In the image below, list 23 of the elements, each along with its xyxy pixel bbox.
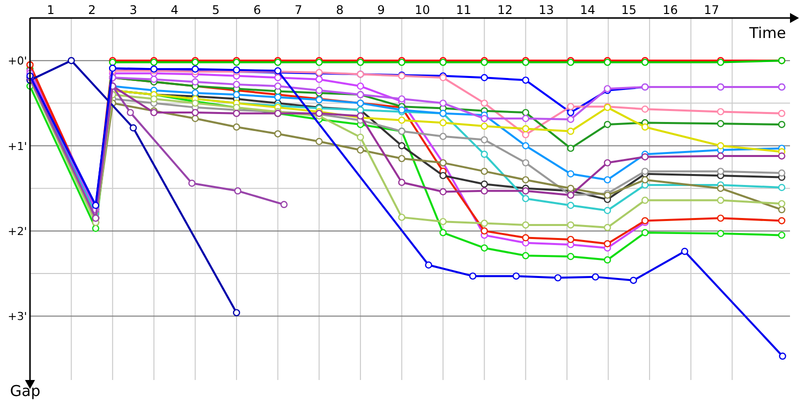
y-tick-label: +0' xyxy=(8,54,27,68)
x-tick-label: 4 xyxy=(170,3,178,17)
x-tick-label: 6 xyxy=(253,3,261,17)
x-tick-label: 5 xyxy=(212,3,220,17)
x-tick-label: 13 xyxy=(538,3,554,17)
x-tick-label: 7 xyxy=(294,3,302,17)
y-tick-label: +3' xyxy=(8,310,27,324)
y-axis-title: Gap xyxy=(10,382,40,400)
y-tick-label: +2' xyxy=(8,224,27,238)
x-tick-label: 3 xyxy=(129,3,138,17)
x-tick-label: 9 xyxy=(377,3,385,17)
x-tick-label: 12 xyxy=(497,3,513,17)
x-tick-label: 8 xyxy=(336,3,344,17)
x-tick-label: 17 xyxy=(704,3,720,17)
x-tick-label: 14 xyxy=(580,3,596,17)
y-tick-label: +1' xyxy=(8,140,27,153)
x-tick-label: 15 xyxy=(621,3,637,17)
x-tick-label: 10 xyxy=(414,3,430,17)
x-axis-title: Time xyxy=(748,24,786,42)
x-tick-label: 11 xyxy=(456,3,472,17)
x-tick-label: 2 xyxy=(88,3,96,17)
x-tick-label: 1 xyxy=(46,3,54,17)
x-tick-label: 16 xyxy=(662,3,678,17)
